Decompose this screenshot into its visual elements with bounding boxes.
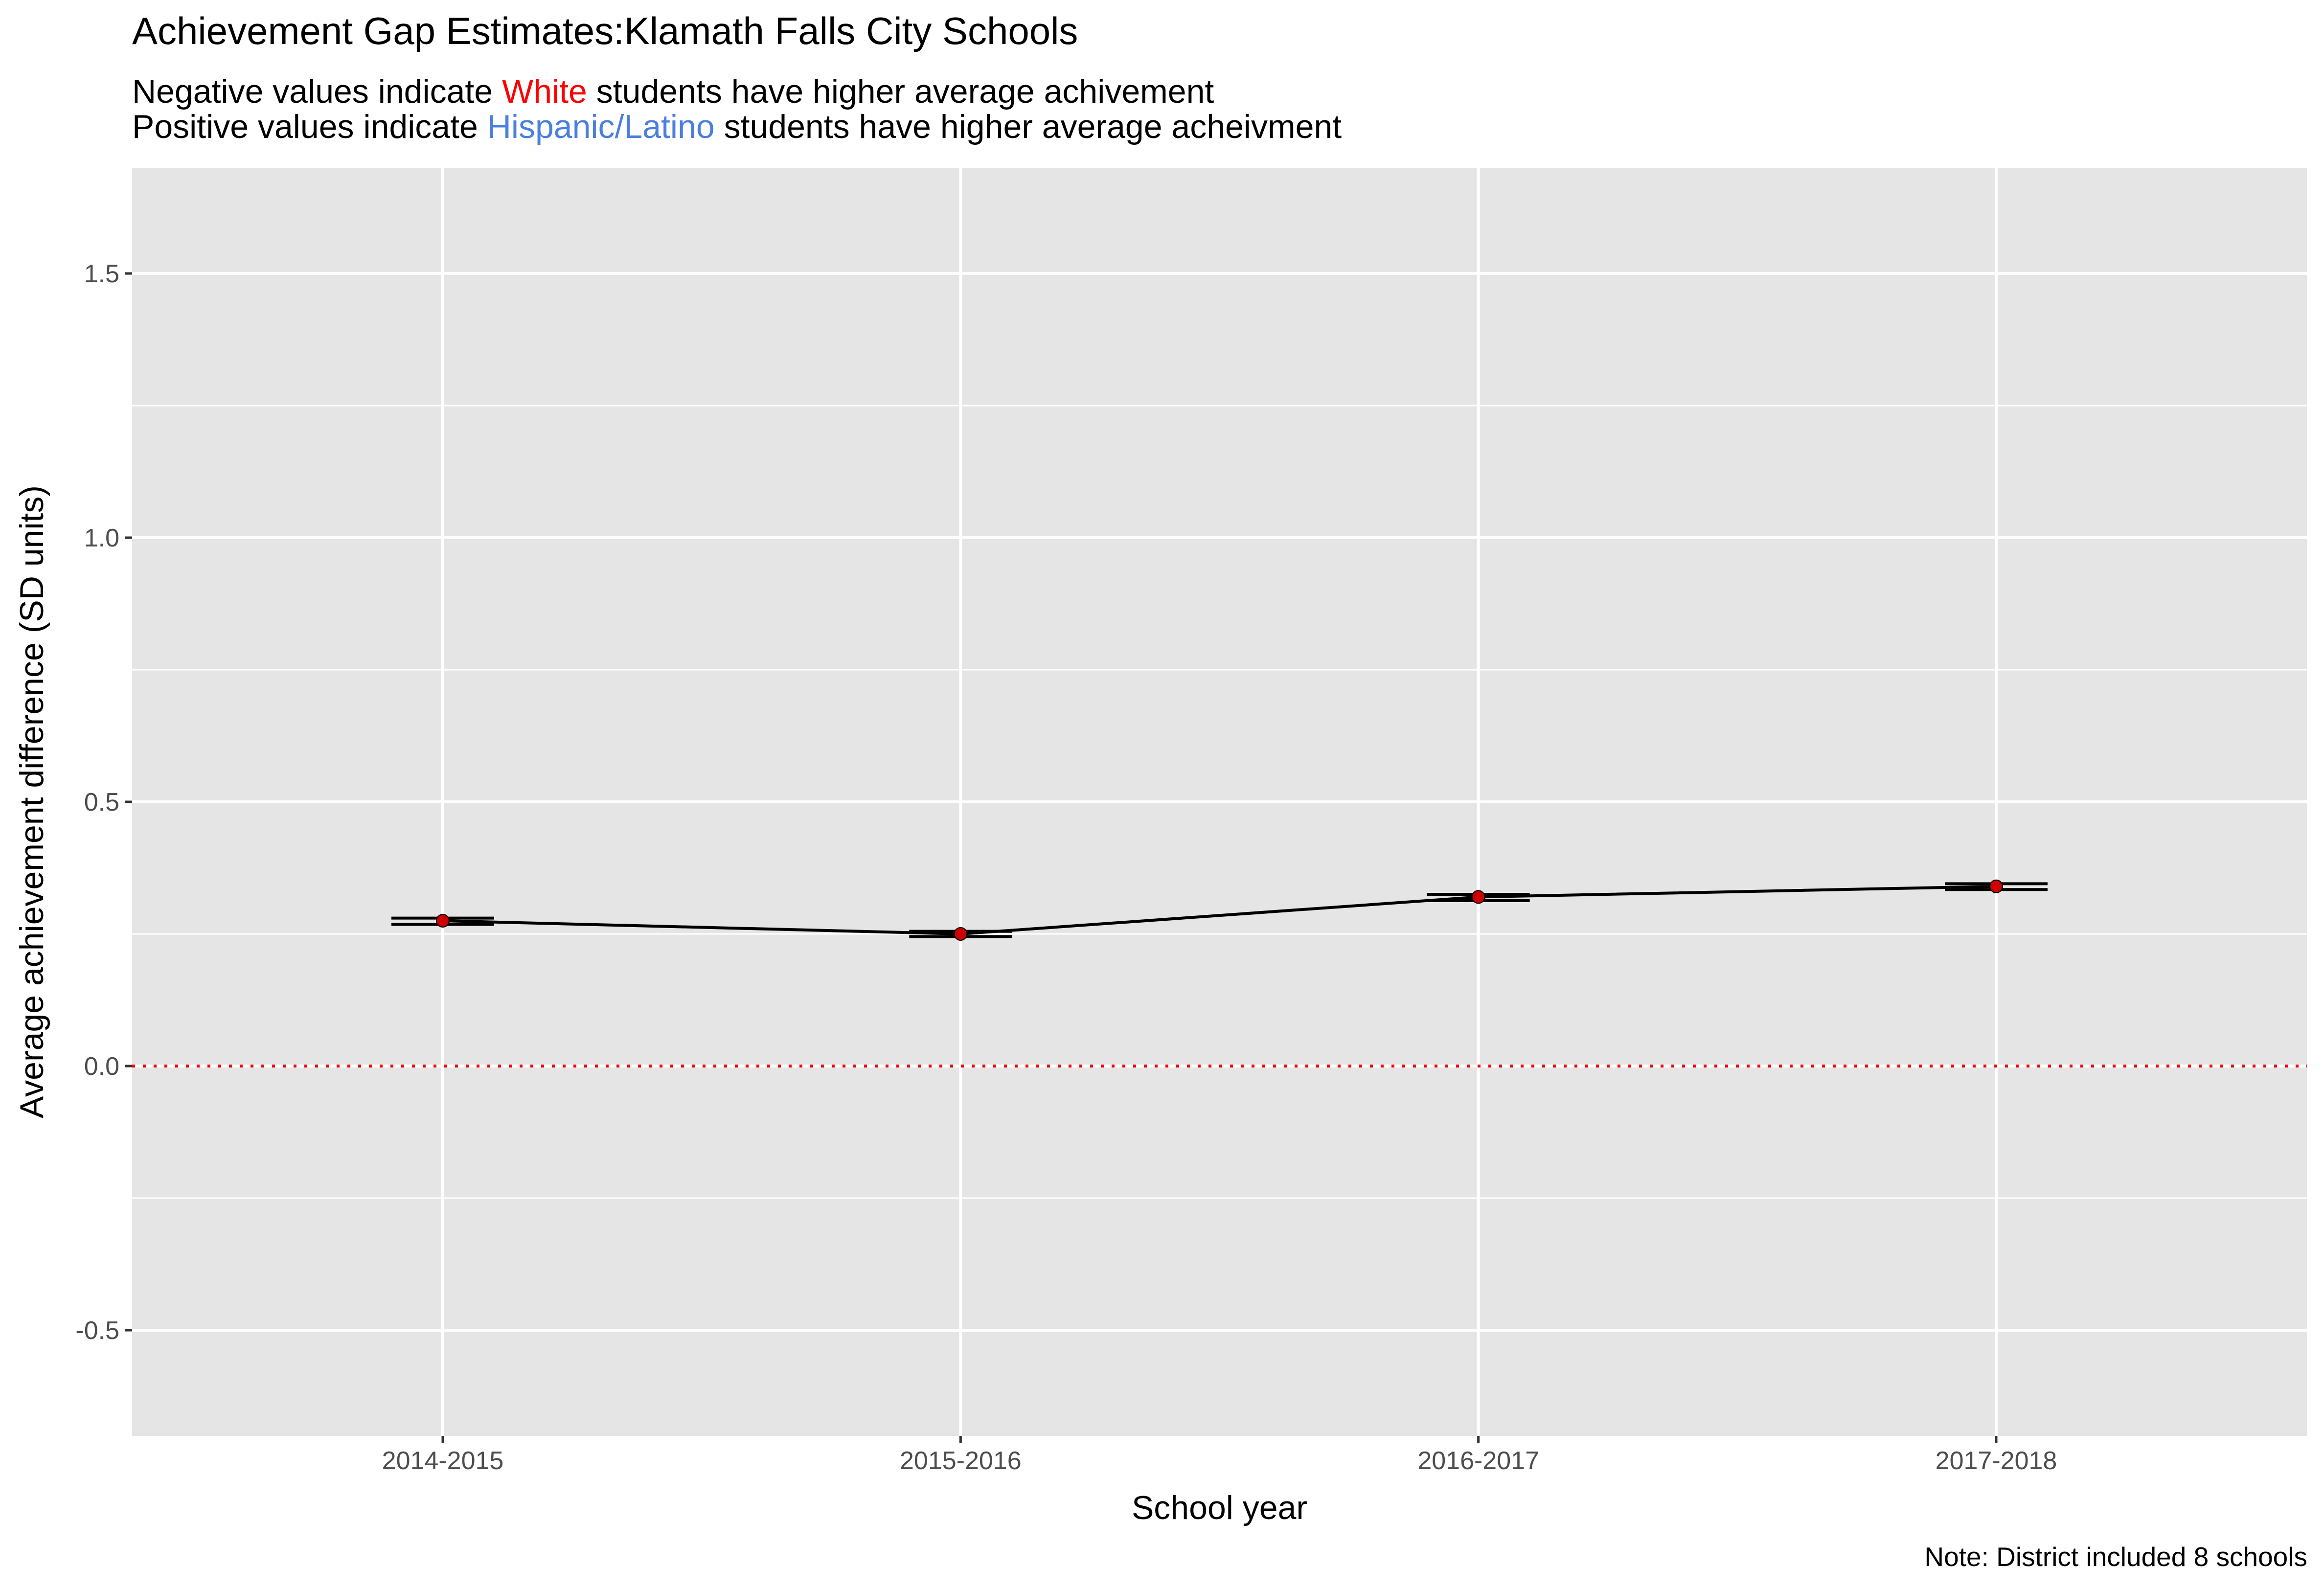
subtitle-1-after: students have higher average achivement xyxy=(587,73,1214,110)
y-axis: -0.5 0.0 0.5 1.0 1.5 xyxy=(75,260,132,1345)
minor-gridlines xyxy=(132,405,2307,1199)
x-tick-label: 2015-2016 xyxy=(900,1447,1022,1475)
y-tick-label: 1.0 xyxy=(84,524,119,552)
data-point xyxy=(1471,890,1485,904)
y-tick-label: 0.0 xyxy=(84,1052,119,1081)
subtitle-line-1: Negative values indicate White students … xyxy=(132,72,1214,111)
footnote: Note: District included 8 schools xyxy=(1924,1542,2307,1572)
data-points xyxy=(436,879,2003,941)
x-tick-label: 2014-2015 xyxy=(382,1447,504,1475)
chart-title: Achievement Gap Estimates:Klamath Falls … xyxy=(132,9,1078,52)
data-point xyxy=(436,914,450,928)
subtitle-2-before: Positive values indicate xyxy=(132,108,487,145)
subtitle-2-highlight: Hispanic/Latino xyxy=(487,108,715,145)
y-tick-label: 0.5 xyxy=(84,788,119,817)
series-line xyxy=(442,885,1997,936)
y-tick-label: -0.5 xyxy=(75,1317,119,1345)
subtitle-1-before: Negative values indicate xyxy=(132,73,502,110)
x-axis-title: School year xyxy=(1132,1489,1307,1526)
x-tick-label: 2016-2017 xyxy=(1417,1447,1539,1475)
x-tick-label: 2017-2018 xyxy=(1936,1447,2057,1475)
x-axis: 2014-2015 2015-2016 2016-2017 2017-2018 xyxy=(382,1436,2057,1475)
subtitle-1-highlight: White xyxy=(502,73,587,110)
y-axis-title: Average achievement difference (SD units… xyxy=(13,485,50,1118)
subtitle-line-2: Positive values indicate Hispanic/Latino… xyxy=(132,108,1342,146)
subtitle-2-after: students have higher average acheivment xyxy=(714,108,1342,145)
y-tick-label: 1.5 xyxy=(84,260,119,288)
data-point xyxy=(954,927,968,941)
data-point xyxy=(1989,879,2003,893)
